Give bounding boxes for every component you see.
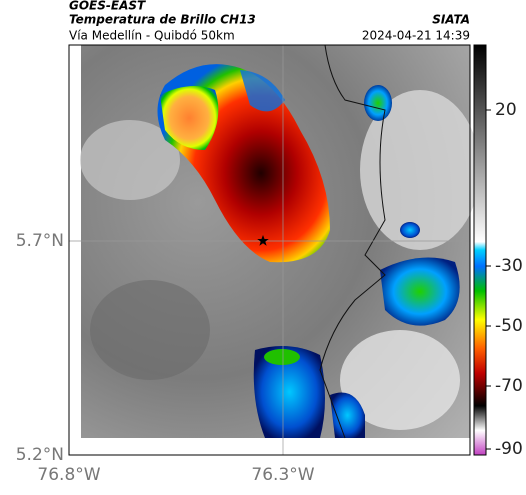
- timestamp: 2024-04-21 14:39: [362, 29, 470, 43]
- lat-label: 5.7°N: [16, 231, 64, 251]
- map: [68, 44, 480, 456]
- colorbar-label: -50: [495, 316, 523, 336]
- lat-label: 5.2°N: [16, 445, 64, 465]
- colorbar-label: -70: [495, 376, 523, 396]
- colorbar-label: -90: [495, 439, 523, 459]
- source: SIATA: [432, 13, 470, 27]
- colorbar: [473, 44, 491, 456]
- lon-label: 76.3°W: [251, 465, 314, 485]
- colorbar-label: 20: [495, 100, 517, 120]
- title: Temperatura de Brillo CH13: [69, 13, 256, 27]
- colorbar-label: -30: [495, 256, 523, 276]
- lon-label: 76.8°W: [37, 465, 100, 485]
- product: GOES-EAST: [69, 0, 146, 13]
- subtitle: Vía Medellín - Quibdó 50km: [69, 29, 235, 43]
